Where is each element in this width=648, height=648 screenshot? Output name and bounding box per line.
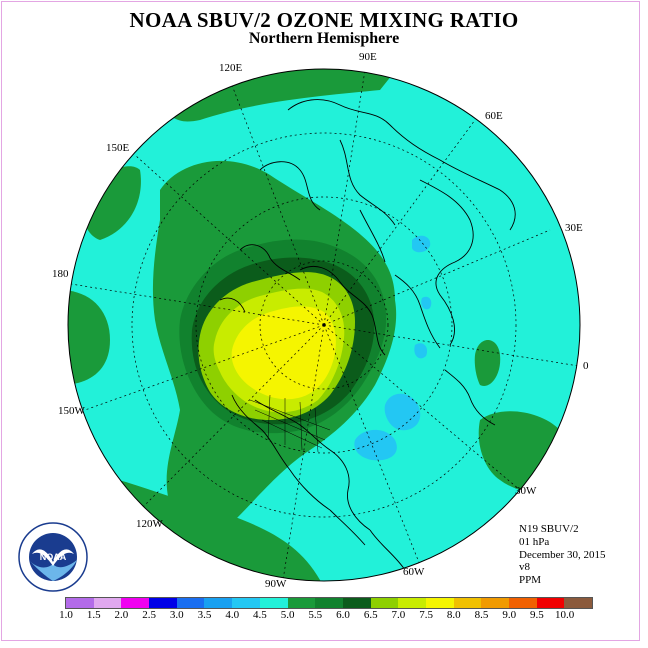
legend-tick-label: 8.0: [446, 609, 461, 621]
contour-4.0-patch-5: [414, 343, 428, 359]
noaa-logo: NOAA: [18, 522, 88, 597]
legend-swatch: [259, 598, 288, 608]
contour-4.0-patch-2: [354, 429, 397, 461]
legend-tick-label: 8.5: [474, 609, 489, 621]
legend-swatch: [370, 598, 399, 608]
coastlines: [219, 99, 516, 571]
lon-label-120w: 120W: [136, 518, 163, 530]
legend-tick-label: 4.0: [225, 609, 240, 621]
info-pressure: 01 hPa: [519, 535, 550, 548]
legend-swatch: [315, 598, 343, 608]
legend-ticks: 1.0 1.5 2.0 2.5 3.0 3.5 4.0 4.5 5.0 5.5 6.0 6.5 7.0 7…: [0, 609, 648, 623]
legend-tick-label: 3.5: [197, 609, 212, 621]
legend-tick-label: 2.0: [114, 609, 129, 621]
legend-swatch: [121, 598, 150, 608]
lon-label-120e: 120E: [219, 62, 243, 74]
legend-tick-label: 9.0: [502, 609, 517, 621]
legend-swatch: [287, 598, 316, 608]
legend-tick-label: 7.5: [419, 609, 433, 621]
info-instrument: N19 SBUV/2: [519, 523, 579, 535]
map-boundary: [67, 68, 581, 582]
legend-swatch: [66, 598, 94, 608]
legend-swatch: [176, 598, 205, 608]
legend-tick-label: 2.5: [142, 609, 156, 621]
lon-label-150e: 150E: [106, 142, 130, 154]
lon-label-150w: 150W: [58, 405, 85, 417]
legend-swatch: [204, 598, 233, 608]
legend-tick-label: 9.5: [530, 609, 544, 621]
legend-swatch: [453, 598, 482, 608]
legend-swatch: [425, 598, 454, 608]
legend-swatch: [481, 598, 509, 608]
contour-5.0-left: [68, 290, 110, 385]
legend-tick-label: 5.0: [280, 609, 295, 621]
contour-5.0-small: [474, 340, 501, 386]
info-version: v8: [519, 561, 530, 574]
legend-swatch: [342, 598, 371, 608]
legend-tick-label: 6.5: [363, 609, 378, 621]
svg-text:NOAA: NOAA: [40, 552, 67, 562]
legend-swatch: [149, 598, 177, 608]
lon-label-180: 180: [52, 268, 69, 280]
map-subtitle: Northern Hemisphere: [248, 30, 400, 47]
contour-7.5-8.0: [231, 306, 336, 400]
lon-label-90w: 90W: [265, 578, 287, 590]
graticule: [68, 69, 580, 581]
lon-label-60e: 60E: [485, 110, 503, 122]
contour-4.0-patch-4: [421, 296, 432, 310]
lon-label-0: 0: [583, 360, 589, 372]
lon-label-30w: 30W: [515, 485, 537, 497]
legend-swatch: [536, 598, 565, 608]
legend-tick-label: 10.0: [554, 609, 575, 621]
legend-tick-label: 1.5: [86, 609, 101, 621]
info-date: December 30, 2015: [519, 548, 606, 561]
legend-tick-label: 6.0: [336, 609, 350, 621]
figure-frame: [1, 1, 640, 641]
product-info: N19 SBUV/2 01 hPa December 30, 2015 v8 P…: [519, 523, 605, 587]
legend-tick-label: 3.0: [169, 609, 184, 621]
legend-swatch: [398, 598, 426, 608]
legend-swatch: [509, 598, 537, 608]
color-legend: [65, 597, 594, 609]
legend-tick-label: 5.5: [308, 609, 323, 621]
legend-tick-label: 4.5: [253, 609, 267, 621]
legend-tick-label: 7.0: [391, 609, 406, 621]
legend-tick-label: 1.0: [59, 609, 73, 621]
lon-label-90e: 90E: [359, 51, 377, 63]
legend-swatch: [93, 598, 122, 608]
lon-label-60w: 60W: [403, 566, 425, 578]
legend-swatch: [232, 598, 260, 608]
contour-4.0-patch-1: [384, 393, 421, 431]
borders: [249, 394, 331, 453]
info-units: PPM: [519, 574, 542, 587]
map-title: NOAA SBUV/2 OZONE MIXING RATIO: [129, 8, 519, 32]
lon-label-30e: 30E: [565, 222, 583, 234]
legend-swatch: [564, 598, 593, 608]
contour-4.0-patch-3: [412, 235, 431, 253]
